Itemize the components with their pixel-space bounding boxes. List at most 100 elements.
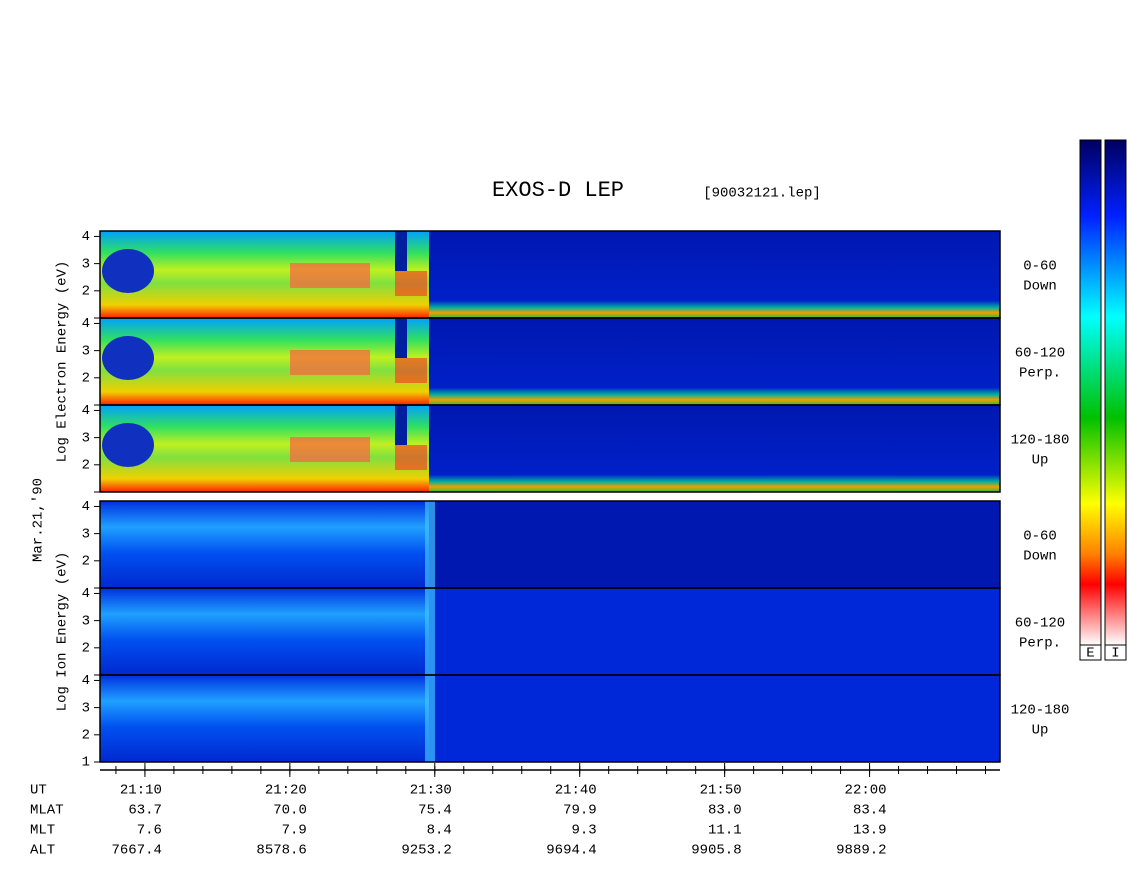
y-tick-label: 4 [82,403,90,419]
panel-frame [99,674,1001,763]
spectrogram-cold [428,501,1001,588]
ephemeris-value: 7.6 [137,823,162,839]
spectrogram-cold [428,318,1001,405]
panel-label: 120-180 [1011,433,1070,449]
spectrogram-patch [290,350,370,375]
spectrogram-hot [100,588,429,675]
spectrogram-streak [424,501,435,588]
subtitle: [90032121.lep] [703,186,821,202]
ephemeris-value: 83.4 [853,803,887,819]
spectrogram-patch [395,358,427,383]
y-tick-label: 4 [82,499,90,515]
y-tick-label: 2 [82,458,90,474]
y-tick-label: 3 [82,430,90,446]
y-axis-label: Log Ion Energy (eV) [55,552,71,712]
panel-label: 120-180 [1011,703,1070,719]
spectrogram-hot [100,318,429,405]
y-tick-label: 1 [82,755,90,771]
ephemeris-value: 9694.4 [546,843,596,859]
panel-label: 0-60 [1023,259,1057,275]
ephemeris-value: 79.9 [563,803,597,819]
y-tick-label: 3 [82,343,90,359]
colorbar [1079,139,1102,646]
colorbar-label: E [1086,646,1094,662]
panel-label: Perp. [1019,366,1061,382]
y-tick-label: 4 [82,673,90,689]
colorbar-box [1104,644,1127,661]
colorbar-box [1079,644,1102,661]
x-tick-label: 21:30 [410,783,452,799]
panel-label: Perp. [1019,636,1061,652]
ephemeris-value: 9253.2 [401,843,451,859]
ephemeris-value: 70.0 [273,803,307,819]
x-tick-label: 21:10 [120,783,162,799]
spectrogram-patch [102,336,154,380]
y-tick-label: 4 [82,229,90,245]
ephemeris-value: 13.9 [853,823,887,839]
spectrogram-cold [428,405,1001,492]
y-tick-label: 2 [82,728,90,744]
spectrogram-hot [100,501,429,588]
ephemeris-name: MLT [30,823,55,839]
ephemeris-value: 9.3 [571,823,596,839]
spectrogram-cold [428,588,1001,675]
colorbar-label: I [1111,646,1119,662]
spectrogram-streak [424,675,435,762]
y-tick-label: 3 [82,613,90,629]
colorbar [1104,139,1127,646]
panel-label: 0-60 [1023,529,1057,545]
ephemeris-value: 83.0 [708,803,742,819]
panel-label: Down [1023,279,1057,295]
spectrogram-patch [395,405,407,445]
ephemeris-value: 63.7 [128,803,162,819]
ephemeris-name: MLAT [30,803,64,819]
panel-label: Up [1032,723,1049,739]
spectrogram-images [100,231,1001,762]
y-tick-label: 3 [82,526,90,542]
panel-label: 60-120 [1015,616,1065,632]
spectrogram-hot [100,405,429,492]
spectrogram-patch [290,437,370,462]
panel-label: Up [1032,453,1049,469]
ephemeris-value: 7.9 [282,823,307,839]
date-label: Mar.21,'90 [31,478,47,562]
y-tick-label: 3 [82,256,90,272]
x-tick-label: 22:00 [845,783,887,799]
y-tick-label: 3 [82,700,90,716]
spectrogram-patch [395,318,407,358]
y-tick-label: 4 [82,316,90,332]
y-tick-label: 2 [82,371,90,387]
y-tick-label: 4 [82,586,90,602]
x-tick-label: 21:50 [700,783,742,799]
spectrogram-hot [100,231,429,318]
spectrogram-patch [395,271,427,296]
spectrogram-patch [395,231,407,271]
y-tick-label: 2 [82,554,90,570]
y-tick-label: 2 [82,284,90,300]
title: EXOS-D LEP [492,178,624,203]
spectrogram-cold [428,675,1001,762]
spectrogram-streak [424,588,435,675]
y-axis-label: Log Electron Energy (eV) [55,261,71,463]
spectrogram-patch [290,263,370,288]
ephemeris-value: 7667.4 [112,843,162,859]
spectrogram-cold [428,231,1001,318]
x-tick-label: 21:40 [555,783,597,799]
ephemeris-value: 8.4 [427,823,452,839]
spectrogram-hot [100,675,429,762]
y-tick-label: 2 [82,641,90,657]
panel-frame [99,404,1001,493]
spectrogram-patch [102,423,154,467]
ephemeris-value: 9889.2 [836,843,886,859]
x-tick-label: 21:20 [265,783,307,799]
ephemeris-value: 11.1 [708,823,742,839]
ephemeris-name: UT [30,783,47,799]
spectrogram-patch [395,445,427,470]
panel-label: 60-120 [1015,346,1065,362]
ephemeris-value: 75.4 [418,803,452,819]
spectrogram-patch [102,249,154,293]
ephemeris-value: 9905.8 [691,843,741,859]
ephemeris-value: 8578.6 [256,843,306,859]
panel-label: Down [1023,549,1057,565]
